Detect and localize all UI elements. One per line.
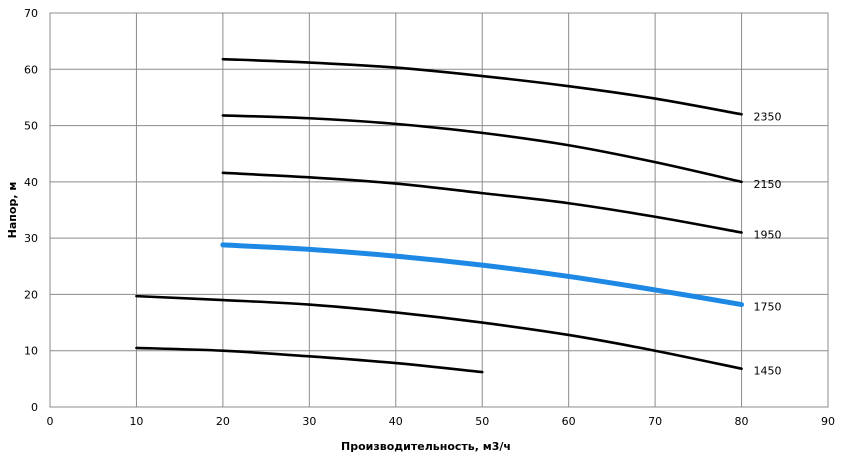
x-tick-label: 10 (129, 415, 143, 428)
series-line-1450 (135, 294, 743, 371)
y-tick-label: 20 (24, 288, 38, 301)
x-tick-label: 50 (475, 415, 489, 428)
y-tick-label: 10 (24, 345, 38, 358)
x-tick-label: 0 (47, 415, 54, 428)
series-line-1950 (221, 171, 743, 234)
y-tick-label: 0 (31, 401, 38, 414)
y-axis-title: Напор, м (6, 182, 19, 239)
series-label-1950: 1950 (754, 229, 782, 242)
plot-frame (49, 12, 829, 408)
x-tick-label: 40 (389, 415, 403, 428)
x-tick-label: 30 (302, 415, 316, 428)
tick-labels: 0 10 20 30 40 50 60 70 80 90 0 10 20 30 40 50 60 70 (24, 7, 835, 428)
series-label-2350: 2350 (754, 110, 782, 123)
y-tick-label: 70 (24, 7, 38, 20)
x-axis-title: Производительность, м3/ч (341, 440, 511, 453)
x-tick-label: 70 (648, 415, 662, 428)
y-tick-label: 60 (24, 63, 38, 76)
y-tick-label: 50 (24, 120, 38, 133)
series-label-2150: 2150 (754, 178, 782, 191)
x-tick-label: 90 (821, 415, 835, 428)
x-tick-label: 20 (216, 415, 230, 428)
y-tick-label: 40 (24, 176, 38, 189)
series-labels: 2350 2150 1950 1750 1450 (754, 110, 782, 377)
series-lines (135, 57, 745, 374)
series-line-2150 (221, 114, 743, 184)
plot-border (49, 12, 829, 408)
x-tick-label: 80 (735, 415, 749, 428)
series-label-1750: 1750 (754, 301, 782, 314)
x-tick-label: 60 (562, 415, 576, 428)
series-line-unlabeled (135, 346, 484, 374)
y-tick-label: 30 (24, 232, 38, 245)
series-label-1450: 1450 (754, 365, 782, 378)
series-line-2350 (221, 57, 743, 116)
series-line-1750 (220, 242, 745, 308)
